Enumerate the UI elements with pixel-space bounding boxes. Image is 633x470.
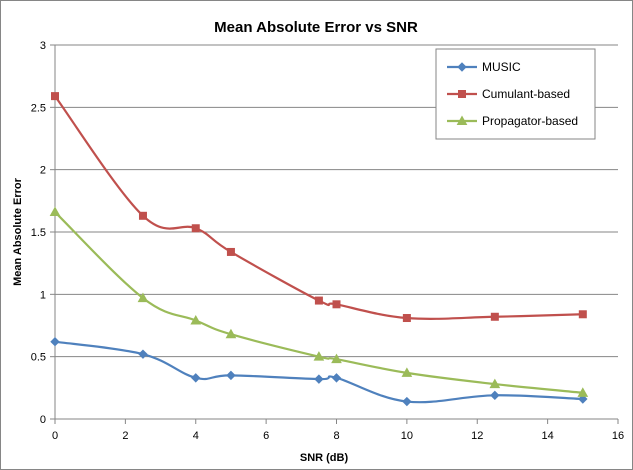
- data-point-music: [578, 394, 588, 404]
- x-tick-label: 0: [52, 430, 58, 442]
- gridlines: [55, 44, 618, 358]
- data-point-cumulant-based: [314, 296, 323, 305]
- data-point-cumulant-based: [490, 312, 499, 321]
- series-music: [50, 336, 588, 407]
- data-point-propagator-based: [137, 292, 149, 303]
- legend: MUSIC Cumulant-based Propagator-based: [435, 48, 596, 140]
- x-axis-label: SNR (dB): [300, 452, 349, 464]
- y-tick-label: 2: [40, 165, 46, 177]
- y-axis-label: Mean Absolute Error: [12, 177, 24, 285]
- data-point-cumulant-based: [578, 310, 587, 319]
- data-point-propagator-based: [49, 206, 61, 217]
- series-cumulant-based: [51, 92, 587, 323]
- data-point-propagator-based: [489, 378, 501, 389]
- data-point-cumulant-based: [226, 247, 235, 256]
- x-tick-label: 10: [401, 430, 413, 442]
- legend-label-propagator-based: Propagator-based: [482, 114, 578, 128]
- data-point-music: [331, 373, 342, 383]
- series-line-music: [54, 340, 583, 404]
- axes: [50, 44, 619, 424]
- y-tick-label: 2.5: [31, 102, 46, 114]
- data-point-propagator-based: [313, 351, 325, 361]
- legend-label-cumulant-based: Cumulant-based: [482, 87, 570, 101]
- data-point-propagator-based: [331, 353, 342, 364]
- data-point-cumulant-based: [191, 224, 200, 233]
- x-tick-label: 2: [122, 430, 128, 442]
- y-tick-label: 0: [40, 414, 46, 426]
- data-point-propagator-based: [225, 328, 237, 339]
- y-tick-label: 1.5: [31, 227, 46, 239]
- data-point-propagator-based: [577, 387, 589, 397]
- y-tick-label: 3: [40, 40, 46, 52]
- data-point-cumulant-based: [51, 92, 59, 101]
- x-tick-label: 8: [333, 430, 339, 442]
- data-point-propagator-based: [190, 314, 202, 325]
- legend-marker-propagator-based: [456, 115, 468, 125]
- x-tick-label: 12: [471, 430, 483, 442]
- data-point-music: [226, 370, 236, 381]
- data-point-cumulant-based: [402, 314, 411, 323]
- data-point-music: [490, 390, 500, 401]
- data-point-music: [314, 374, 324, 384]
- data-point-music: [50, 336, 60, 347]
- legend-label-music: MUSIC: [482, 60, 521, 74]
- x-tick-label: 6: [263, 430, 269, 442]
- chart-title: Mean Absolute Error vs SNR: [214, 19, 418, 36]
- data-point-propagator-based: [401, 367, 413, 377]
- legend-marker-cumulant-based: [458, 90, 466, 98]
- y-tick-label: 1: [40, 289, 46, 301]
- x-tick-label: 4: [193, 430, 199, 442]
- data-point-cumulant-based: [138, 211, 147, 220]
- series-group: [49, 92, 589, 407]
- tick-labels: 0 0.5 1 1.5 2 2.5 3 0 2 4 6 8 10 12 14 16: [31, 40, 624, 442]
- x-tick-label: 16: [612, 430, 624, 442]
- series-propagator-based: [49, 206, 589, 397]
- y-tick-label: 0.5: [31, 352, 46, 364]
- data-point-music: [191, 373, 201, 383]
- data-point-music: [402, 396, 412, 407]
- data-point-cumulant-based: [332, 300, 341, 309]
- x-tick-label: 14: [542, 430, 554, 442]
- legend-marker-music: [457, 62, 467, 72]
- data-point-music: [138, 349, 148, 359]
